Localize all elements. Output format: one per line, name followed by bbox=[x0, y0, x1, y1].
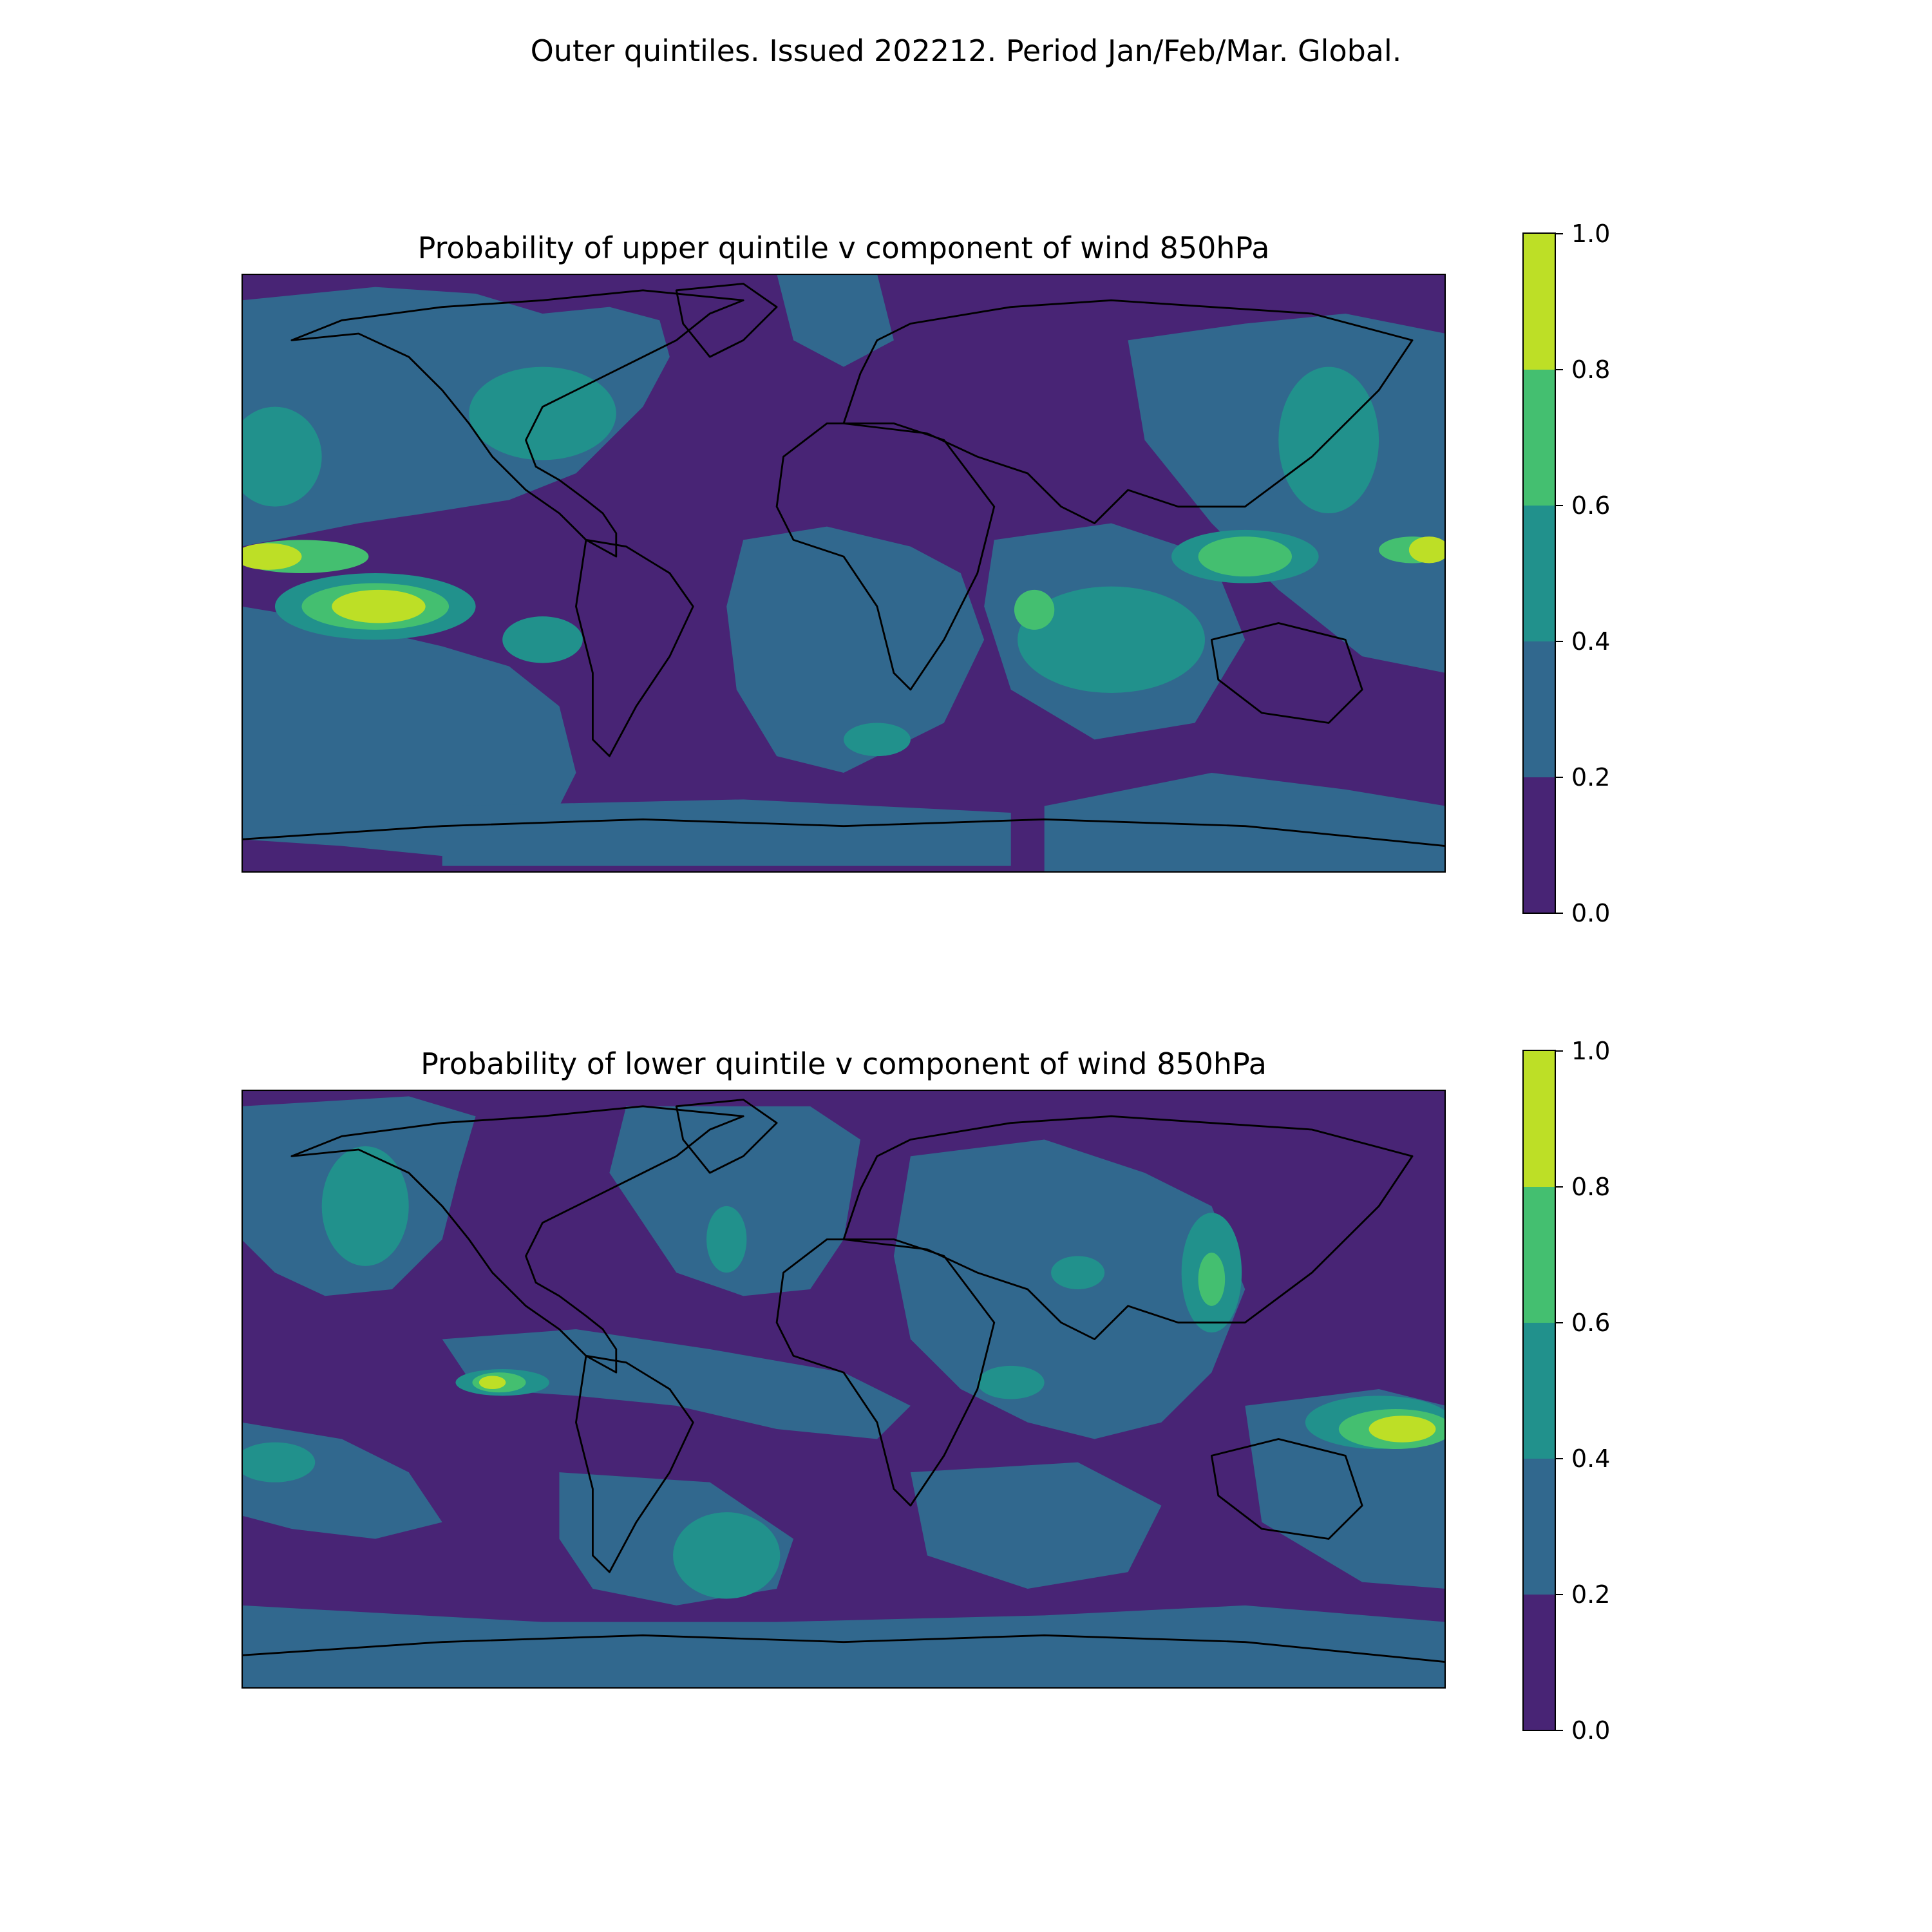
figure-title: Outer quintiles. Issued 202212. Period J… bbox=[530, 33, 1402, 68]
colorbar-tick-label: 0.8 bbox=[1571, 355, 1610, 384]
colorbar-tick-label: 0.2 bbox=[1571, 763, 1610, 791]
upper-quintile-map bbox=[228, 272, 1450, 875]
colorbar-bin-4 bbox=[1523, 233, 1555, 370]
colorbar-tick-label: 0.0 bbox=[1571, 1716, 1610, 1745]
colorbar-tick-label: 0.6 bbox=[1571, 1309, 1610, 1337]
lower-quintile-map-svg bbox=[234, 1088, 1453, 1690]
colorbar-bin-3 bbox=[1523, 1187, 1555, 1323]
colorbar-bin-2 bbox=[1523, 1323, 1555, 1459]
colorbar-bin-4 bbox=[1523, 1050, 1555, 1187]
lower-quintile-panel-title: Probability of lower quintile v componen… bbox=[421, 1046, 1267, 1081]
colorbar-tick-label: 0.2 bbox=[1571, 1580, 1610, 1609]
upper-quintile-colorbar: 0.0 0.2 0.4 0.6 0.8 1.0 bbox=[1522, 220, 1610, 927]
colorbar-outline bbox=[1522, 1050, 1556, 1731]
upper-quintile-panel-title: Probability of upper quintile v componen… bbox=[417, 231, 1270, 265]
coastlines bbox=[241, 1099, 1446, 1663]
coastlines bbox=[241, 283, 1446, 848]
field-level-0-8 bbox=[234, 536, 1450, 623]
colorbar-bin-1 bbox=[1523, 1459, 1555, 1595]
colorbar-tick-label: 1.0 bbox=[1571, 1037, 1610, 1065]
upper-quintile-map-svg bbox=[228, 272, 1450, 875]
colorbar-outline bbox=[1522, 232, 1556, 914]
lower-quintile-colorbar: 0.0 0.2 0.4 0.6 0.8 1.0 bbox=[1522, 1037, 1610, 1745]
lower-quintile-map bbox=[234, 1088, 1453, 1690]
colorbar-ticks bbox=[1555, 1050, 1563, 1731]
colorbar-ticks bbox=[1555, 233, 1563, 914]
colorbar-bin-0 bbox=[1523, 1595, 1555, 1730]
colorbar-bin-3 bbox=[1523, 370, 1555, 506]
colorbar-tick-label: 0.4 bbox=[1571, 627, 1610, 656]
colorbar-bin-2 bbox=[1523, 506, 1555, 641]
colorbar-tick-label: 0.8 bbox=[1571, 1173, 1610, 1201]
colorbar-tick-label: 1.0 bbox=[1571, 220, 1610, 248]
colorbar-tick-label: 0.0 bbox=[1571, 899, 1610, 927]
colorbar-tick-label: 0.6 bbox=[1571, 491, 1610, 520]
field-level-0-8 bbox=[478, 1376, 1436, 1443]
colorbar-bin-1 bbox=[1523, 641, 1555, 777]
colorbar-tick-label: 0.4 bbox=[1571, 1444, 1610, 1473]
colorbar-bin-0 bbox=[1523, 777, 1555, 913]
